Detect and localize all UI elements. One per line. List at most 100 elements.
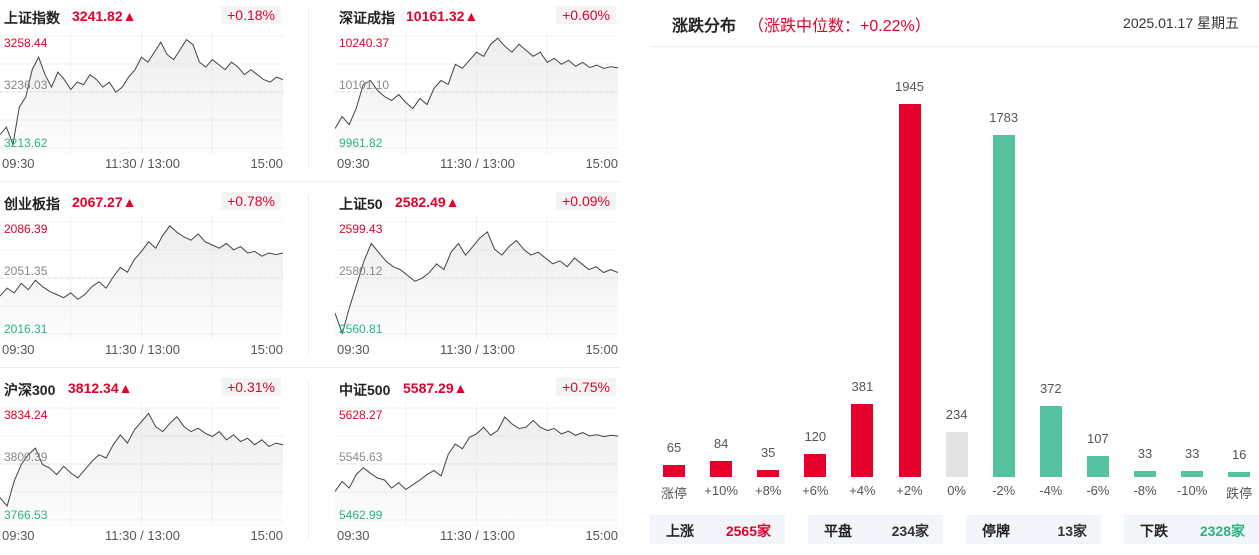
bar-value-label: 1945 (895, 79, 924, 94)
index-card[interactable]: 上证50 2582.49▲ +0.09% 2599.43 2580.12 256… (335, 186, 618, 369)
divider (308, 194, 309, 354)
open-label: 3800.39 (4, 450, 48, 464)
summary-box: 下跌 2328家 (1124, 515, 1259, 544)
distribution-bar[interactable] (1181, 470, 1204, 477)
low-label: 9961.82 (339, 136, 383, 150)
open-label: 5545.63 (339, 450, 383, 464)
distribution-bar[interactable] (851, 403, 874, 477)
low-label: 2560.81 (339, 322, 383, 336)
distribution-bar[interactable] (663, 464, 685, 477)
distribution-bar[interactable] (1134, 470, 1156, 477)
intraday-chart (335, 216, 618, 340)
time-end: 15:00 (250, 156, 283, 171)
bar-category-label: -10% (1176, 483, 1208, 498)
distribution-bar[interactable] (804, 453, 827, 477)
time-mid: 11:30 / 13:00 (440, 156, 515, 171)
bar-value-label: 372 (1039, 380, 1062, 396)
index-card[interactable]: 沪深300 3812.34▲ +0.31% 3834.24 3800.39 37… (0, 372, 283, 555)
open-label: 3236.03 (4, 78, 48, 92)
index-value: 2067.27▲ (72, 194, 137, 210)
summary-label: 下跌 (1140, 523, 1168, 539)
summary-label: 停牌 (982, 523, 1010, 539)
bar-category-label: +2% (896, 483, 923, 498)
index-value: 3241.82▲ (72, 8, 137, 24)
summary-label: 上涨 (666, 523, 694, 539)
distribution-bar[interactable] (710, 460, 733, 477)
time-mid: 11:30 / 13:00 (105, 342, 180, 357)
bar-value-label: 35 (760, 445, 776, 461)
index-name: 中证500 (339, 382, 391, 398)
intraday-chart (335, 30, 618, 154)
bar-value-label: 107 (1087, 431, 1109, 447)
bar-value-label: 1783 (989, 110, 1019, 126)
summary-count: 2565家 (725, 523, 771, 539)
open-label: 10101.10 (339, 78, 390, 92)
summary-count: 13家 (1057, 523, 1087, 539)
distribution-bar[interactable] (898, 104, 921, 477)
divider (0, 367, 620, 368)
bar-category-label: +8% (754, 483, 782, 498)
bar-value-label: 84 (713, 435, 729, 451)
distribution-bar[interactable] (1086, 456, 1109, 477)
index-value: 5587.29▲ (403, 380, 468, 396)
high-label: 3258.44 (4, 36, 48, 50)
open-label: 2051.35 (4, 264, 48, 278)
index-card[interactable]: 上证指数 3241.82▲ +0.18% 3258.44 3236.03 321… (0, 0, 283, 183)
index-header: 上证50 2582.49▲ +0.09% (335, 186, 618, 216)
bar-value-label: 234 (945, 407, 968, 423)
divider (0, 181, 620, 182)
distribution-bar[interactable] (992, 135, 1015, 477)
bar-value-label: 381 (851, 378, 874, 394)
low-label: 3766.53 (4, 508, 48, 522)
index-change-badge: +0.75% (556, 378, 616, 396)
time-start: 09:30 (337, 156, 370, 171)
bar-value-label: 16 (1231, 447, 1247, 462)
distribution-bar[interactable] (1228, 472, 1251, 477)
time-start: 09:30 (2, 528, 35, 543)
high-label: 3834.24 (4, 408, 48, 422)
time-end: 15:00 (250, 342, 283, 357)
bar-category-label: 跌停 (1226, 486, 1253, 501)
high-label: 10240.37 (339, 36, 390, 50)
high-label: 2086.39 (4, 222, 48, 236)
index-card[interactable]: 深证成指 10161.32▲ +0.60% 10240.37 10101.10 … (335, 0, 618, 183)
distribution-bar[interactable] (757, 470, 780, 477)
high-label: 5628.27 (339, 408, 383, 422)
low-label: 2016.31 (4, 322, 48, 336)
index-change-badge: +0.60% (556, 6, 616, 24)
time-end: 15:00 (585, 156, 618, 171)
index-card[interactable]: 中证500 5587.29▲ +0.75% 5628.27 5545.63 54… (335, 372, 618, 555)
time-start: 09:30 (2, 342, 35, 357)
time-end: 15:00 (585, 528, 618, 543)
index-change-badge: +0.78% (221, 192, 281, 210)
time-start: 09:30 (337, 528, 370, 543)
summary-box: 平盘 234家 (808, 515, 943, 544)
summary-count: 234家 (891, 523, 929, 539)
open-label: 2580.12 (339, 264, 383, 278)
bar-category-label: +10% (704, 483, 738, 498)
index-header: 上证指数 3241.82▲ +0.18% (0, 0, 283, 30)
index-card[interactable]: 创业板指 2067.27▲ +0.78% 2086.39 2051.35 201… (0, 186, 283, 369)
bar-category-label: -2% (992, 483, 1016, 498)
bar-category-label: -8% (1133, 483, 1157, 498)
bar-value-label: 33 (1184, 445, 1200, 461)
bar-category-label: 0% (947, 483, 966, 498)
index-header: 沪深300 3812.34▲ +0.31% (0, 372, 283, 402)
index-change-badge: +0.18% (221, 6, 281, 24)
time-mid: 11:30 / 13:00 (440, 528, 515, 543)
bar-category-label: +6% (802, 483, 829, 498)
bar-category-label: -4% (1039, 483, 1063, 498)
bar-value-label: 120 (804, 428, 827, 444)
high-label: 2599.43 (339, 222, 383, 236)
divider (650, 46, 1259, 47)
low-label: 3213.62 (4, 136, 48, 150)
distribution-bar[interactable] (945, 432, 968, 477)
divider (308, 380, 309, 540)
summary-count: 2328家 (1199, 523, 1245, 539)
index-value: 3812.34▲ (68, 380, 133, 396)
bar-category-label: 涨停 (660, 486, 687, 501)
distribution-panel: 涨跌分布 （涨跌中位数：+0.22%） 2025.01.17 星期五 65 涨停 8… (630, 0, 1259, 544)
distribution-title: 涨跌分布 (672, 18, 737, 35)
summary-box: 停牌 13家 (966, 515, 1101, 544)
distribution-bar[interactable] (1039, 405, 1062, 477)
